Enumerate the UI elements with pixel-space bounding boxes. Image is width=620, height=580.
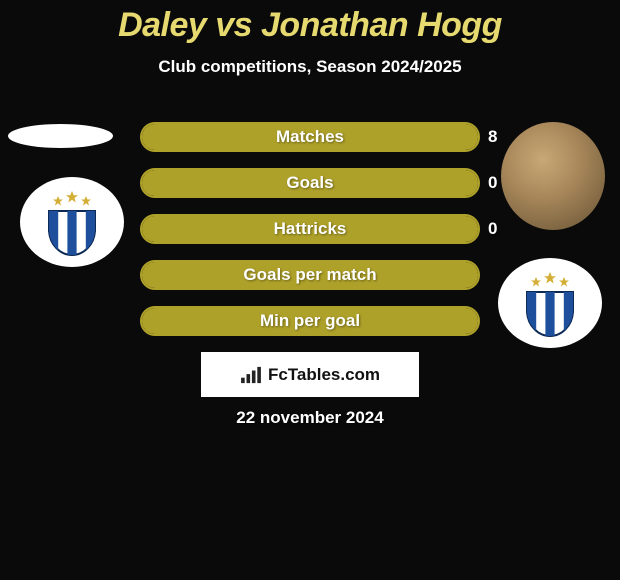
stat-value-right: 0 — [488, 173, 518, 193]
stat-value-right: 0 — [488, 219, 518, 239]
stat-label: Goals — [142, 173, 478, 193]
club-crest-left — [20, 177, 124, 267]
brand-badge: FcTables.com — [201, 352, 419, 397]
brand-text: FcTables.com — [268, 365, 380, 385]
stat-row: Goals0 — [140, 168, 480, 198]
club-crest-right — [498, 258, 602, 348]
player-left-avatar — [8, 124, 113, 148]
stat-value-right: 8 — [488, 127, 518, 147]
page-title: Daley vs Jonathan Hogg — [0, 0, 620, 45]
stat-label: Hattricks — [142, 219, 478, 239]
crest-icon — [515, 268, 585, 338]
stat-label: Goals per match — [142, 265, 478, 285]
stat-row: Goals per match — [140, 260, 480, 290]
stat-label: Matches — [142, 127, 478, 147]
stat-row: Hattricks0 — [140, 214, 480, 244]
stat-row: Matches8 — [140, 122, 480, 152]
stats-container: Matches8 Goals0 Hattricks0 Goals per match M… — [140, 122, 480, 352]
date-text: 22 november 2024 — [0, 408, 620, 428]
subtitle: Club competitions, Season 2024/2025 — [0, 57, 620, 77]
stat-label: Min per goal — [142, 311, 478, 331]
bar-chart-icon — [240, 366, 262, 384]
stat-row: Min per goal — [140, 306, 480, 336]
crest-icon — [37, 187, 107, 257]
